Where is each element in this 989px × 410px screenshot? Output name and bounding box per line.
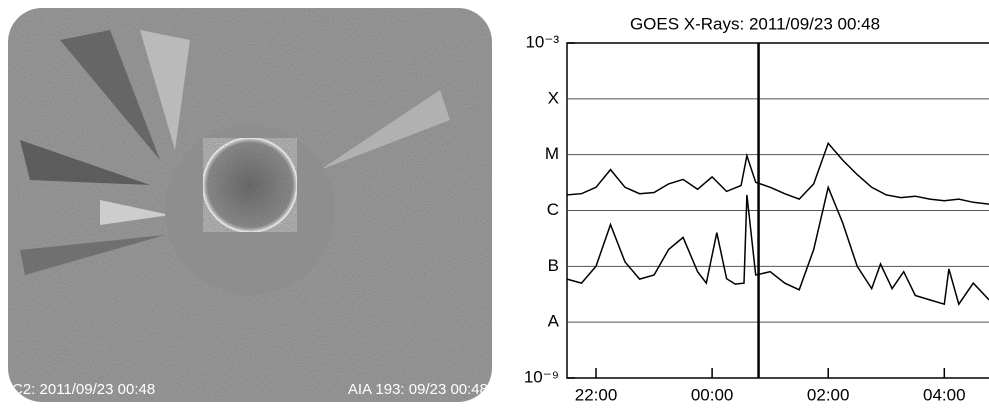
x-tick-label: 04:00 <box>923 385 966 404</box>
x-tick-label: 22:00 <box>575 385 618 404</box>
coronagraph-image: C2: 2011/09/23 00:48 AIA 193: 09/23 00:4… <box>8 8 492 402</box>
y-tick-label: M <box>545 144 559 163</box>
y-tick-label: A <box>548 312 560 331</box>
goes-chart: GOES X-Rays: 2011/09/23 00:48 10⁻⁹ A B C M X 1… <box>524 14 989 404</box>
y-tick-label: B <box>548 256 559 275</box>
x-tick-label: 02:00 <box>807 385 850 404</box>
chart-title: GOES X-Rays: 2011/09/23 00:48 <box>630 14 880 33</box>
series-line <box>566 141 989 205</box>
image-caption: AIA 193: 09/23 00:48 <box>348 381 488 398</box>
y-tick-label: C <box>547 200 559 219</box>
x-tick-label: 00:00 <box>691 385 734 404</box>
image-caption: C2: 2011/09/23 00:48 <box>12 381 155 398</box>
series-line <box>566 184 989 306</box>
y-tick-label: 10⁻⁹ <box>524 367 559 386</box>
y-tick-label: X <box>548 88 559 107</box>
solar-disk <box>202 137 298 233</box>
cme-streaks <box>20 30 450 275</box>
y-tick-label: 10⁻³ <box>525 32 559 51</box>
